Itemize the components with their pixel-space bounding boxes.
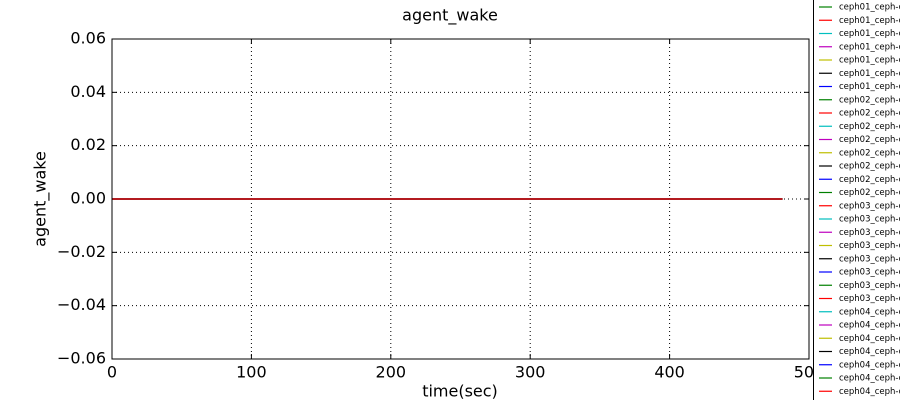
legend-label: ceph01_ceph-o	[839, 82, 900, 92]
legend-label: ceph01_ceph-o	[839, 69, 900, 79]
y-tick-label: 0.04	[70, 82, 106, 101]
legend-label: ceph03_ceph-o	[839, 268, 900, 278]
legend-label: ceph01_ceph-o	[839, 29, 900, 39]
x-tick-label: 0	[107, 363, 117, 382]
legend-label: ceph03_ceph-o	[839, 215, 900, 225]
x-tick-label: 400	[654, 363, 685, 382]
legend: ceph01_ceph-oceph01_ceph-oceph01_ceph-oc…	[813, 0, 900, 400]
legend-label: ceph01_ceph-o	[839, 42, 900, 52]
legend-label: ceph02_ceph-o	[839, 122, 900, 132]
legend-label: ceph03_ceph-o	[839, 294, 900, 304]
y-tick-label: −0.04	[57, 295, 106, 314]
y-tick-label: −0.02	[57, 242, 106, 261]
legend-label: ceph04_ceph-o	[839, 307, 900, 317]
x-tick-label: 100	[236, 363, 267, 382]
y-axis-label: agent_wake	[31, 151, 51, 247]
legend-label: ceph04_ceph-o	[839, 321, 900, 331]
legend-label: ceph02_ceph-o	[839, 188, 900, 198]
legend-label: ceph01_ceph-o	[839, 3, 900, 13]
x-tick-label: 200	[376, 363, 407, 382]
legend-label: ceph01_ceph-o	[839, 56, 900, 66]
y-tick-label: −0.06	[57, 349, 106, 368]
x-axis-label: time(sec)	[422, 382, 498, 400]
legend-label: ceph03_ceph-o	[839, 254, 900, 264]
legend-label: ceph04_ceph-o	[839, 374, 900, 384]
legend-label: ceph04_ceph-o	[839, 334, 900, 344]
legend-label: ceph03_ceph-o	[839, 228, 900, 238]
legend-label: ceph04_ceph-o	[839, 387, 900, 397]
x-tick-label: 300	[515, 363, 546, 382]
plot-frame	[111, 38, 810, 360]
legend-label: ceph04_ceph-o	[839, 347, 900, 357]
legend-label: ceph02_ceph-o	[839, 109, 900, 119]
legend-label: ceph02_ceph-o	[839, 175, 900, 185]
legend-label: ceph03_ceph-o	[839, 201, 900, 211]
y-tick-label: 0.06	[70, 29, 106, 48]
legend-label: ceph04_ceph-o	[839, 360, 900, 370]
y-tick-label: 0.02	[70, 135, 106, 154]
legend-label: ceph03_ceph-o	[839, 281, 900, 291]
chart-title: agent_wake	[402, 6, 498, 26]
legend-label: ceph02_ceph-o	[839, 135, 900, 145]
legend-box	[813, 0, 900, 400]
legend-label: ceph02_ceph-o	[839, 95, 900, 105]
legend-label: ceph02_ceph-o	[839, 148, 900, 158]
legend-label: ceph01_ceph-o	[839, 16, 900, 26]
y-tick-label: 0.00	[70, 189, 106, 208]
legend-label: ceph02_ceph-o	[839, 162, 900, 172]
legend-label: ceph03_ceph-o	[839, 241, 900, 251]
